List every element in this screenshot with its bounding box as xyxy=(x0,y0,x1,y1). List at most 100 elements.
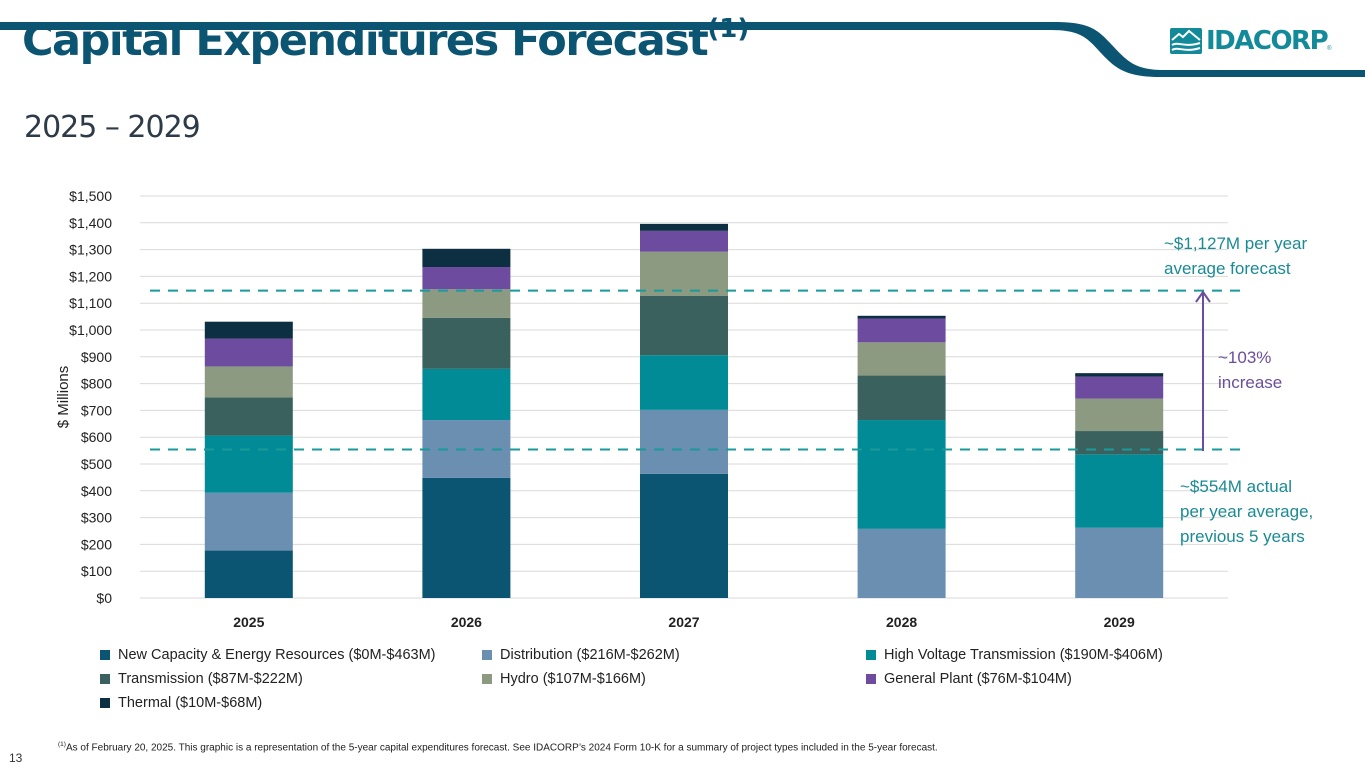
logo-text: IDACORP xyxy=(1206,26,1329,56)
footnote-text: As of February 20, 2025. This graphic is… xyxy=(65,742,938,754)
bar-segment xyxy=(857,342,946,376)
bar-segment xyxy=(640,295,728,356)
bar-segment xyxy=(640,230,728,252)
banner-swoosh xyxy=(0,22,1365,77)
legend-item: Transmission ($87M-$222M) xyxy=(100,671,303,687)
bar-segment xyxy=(640,223,728,231)
annotation-line: per year average, xyxy=(1180,502,1314,521)
bar-segment xyxy=(1075,431,1164,455)
bar-stack-2028 xyxy=(857,315,946,598)
annotation-line: previous 5 years xyxy=(1180,527,1305,546)
legend-item: Distribution ($216M-$262M) xyxy=(482,647,680,663)
annotation-line: increase xyxy=(1218,373,1283,392)
legend-item: General Plant ($76M-$104M) xyxy=(866,671,1072,687)
title-footnote-marker: (1) xyxy=(707,14,750,44)
y-tick-label: $0 xyxy=(96,590,112,606)
bar-segment xyxy=(857,315,946,319)
page-number: 13 xyxy=(9,751,23,765)
annotation-line: ~103% xyxy=(1218,348,1272,367)
bar-segment xyxy=(1075,454,1164,528)
legend-label: Transmission ($87M-$222M) xyxy=(118,671,303,687)
legend-swatch xyxy=(100,650,110,660)
bar-segment xyxy=(1075,398,1164,432)
y-tick-label: $200 xyxy=(81,536,112,552)
header-banner xyxy=(0,22,1365,77)
legend-label: New Capacity & Energy Resources ($0M-$46… xyxy=(118,647,436,663)
y-tick-label: $400 xyxy=(81,483,112,499)
bar-stack-2029 xyxy=(1075,373,1164,598)
bar-segment xyxy=(1075,527,1164,598)
legend-swatch xyxy=(100,674,110,684)
annotation-line: ~$554M actual xyxy=(1180,477,1292,496)
bar-segment xyxy=(640,251,728,296)
title-text: Capital Expenditures Forecast xyxy=(22,16,709,66)
bar-segment xyxy=(422,368,511,421)
annotation-line: average forecast xyxy=(1164,259,1291,278)
bar-segment xyxy=(1075,376,1164,399)
y-tick-label: $1,400 xyxy=(69,215,112,231)
x-tick-label: 2028 xyxy=(886,614,917,630)
bar-stack-2025 xyxy=(204,321,293,598)
x-tick-label: 2026 xyxy=(451,614,482,630)
bar-segment xyxy=(422,267,511,290)
legend-label: General Plant ($76M-$104M) xyxy=(884,671,1072,687)
legend-swatch xyxy=(482,650,492,660)
y-tick-label: $600 xyxy=(81,429,112,445)
bar-segment xyxy=(204,492,293,551)
legend-label: Thermal ($10M-$68M) xyxy=(118,695,263,711)
x-tick-label: 2029 xyxy=(1104,614,1135,630)
logo-registered-mark: ® xyxy=(1327,46,1332,52)
y-tick-label: $1,000 xyxy=(69,322,112,338)
bar-segment xyxy=(204,435,293,493)
bar-segment xyxy=(1075,373,1164,377)
legend-item: New Capacity & Energy Resources ($0M-$46… xyxy=(100,647,436,663)
bar-segment xyxy=(204,338,293,367)
bar-segment xyxy=(204,550,293,598)
legend-swatch xyxy=(866,650,876,660)
reference-lines xyxy=(150,289,1240,451)
bar-segment xyxy=(857,528,946,598)
x-tick-label: 2027 xyxy=(668,614,699,630)
y-tick-label: $1,500 xyxy=(69,188,112,204)
y-tick-label: $700 xyxy=(81,402,112,418)
mountain-river-icon xyxy=(1170,28,1202,54)
y-tick-label: $1,100 xyxy=(69,295,112,311)
bar-segment xyxy=(640,473,728,598)
legend-swatch xyxy=(482,674,492,684)
bars xyxy=(204,223,1164,598)
legend-label: Distribution ($216M-$262M) xyxy=(500,647,680,663)
bar-segment xyxy=(857,375,946,421)
x-axis-ticks: 2025 2026 2027 2028 2029 xyxy=(233,614,1135,630)
annotation-line: ~$1,127M per year xyxy=(1164,234,1308,253)
footnote-marker: (1) xyxy=(58,741,66,748)
y-axis-ticks: $0 $100 $200 $300 $400 $500 $600 $700 $800 $900 $1… xyxy=(69,188,112,606)
x-tick-label: 2025 xyxy=(233,614,264,630)
bar-segment xyxy=(422,317,511,369)
legend-swatch xyxy=(866,674,876,684)
forecast-average-annotation: ~$1,127M per year average forecast xyxy=(1164,231,1307,281)
increase-annotation: ~103% increase xyxy=(1218,345,1282,395)
y-axis-label: $ Millions xyxy=(55,366,72,429)
bar-segment xyxy=(204,366,293,398)
company-logo: IDACORP ® xyxy=(1170,26,1332,56)
bar-segment xyxy=(422,289,511,318)
increase-arrow-head xyxy=(1195,290,1211,303)
footnote: (1)As of February 20, 2025. This graphic… xyxy=(58,741,938,753)
legend-label: High Voltage Transmission ($190M-$406M) xyxy=(884,647,1163,663)
y-tick-label: $900 xyxy=(81,349,112,365)
bar-stack-2026 xyxy=(422,248,511,598)
y-tick-label: $800 xyxy=(81,376,112,392)
legend-item: High Voltage Transmission ($190M-$406M) xyxy=(866,647,1163,663)
bar-segment xyxy=(857,420,946,529)
bar-segment xyxy=(640,355,728,410)
page-subtitle: 2025 – 2029 xyxy=(24,110,201,145)
bar-stack-2027 xyxy=(640,223,728,598)
bar-segment xyxy=(640,409,728,474)
y-tick-label: $100 xyxy=(81,563,112,579)
y-tick-label: $1,200 xyxy=(69,268,112,284)
legend-label: Hydro ($107M-$166M) xyxy=(500,671,646,687)
y-tick-label: $500 xyxy=(81,456,112,472)
legend-item: Hydro ($107M-$166M) xyxy=(482,671,646,687)
legend-swatch xyxy=(100,698,110,708)
